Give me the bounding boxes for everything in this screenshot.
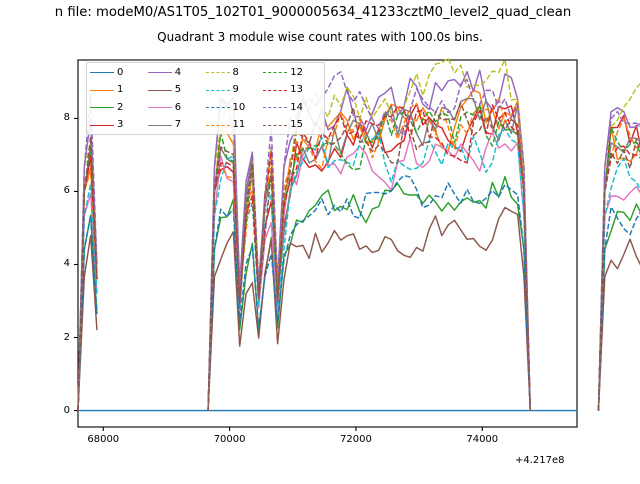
- legend-swatch-14: [263, 107, 288, 109]
- series-line-6: [77, 131, 640, 411]
- x-axis-offset-text: +4.217e8: [515, 455, 565, 466]
- legend-label-8: 8: [232, 66, 239, 78]
- legend-item-8[interactable]: 8: [205, 64, 264, 82]
- legend-item-3[interactable]: 3: [90, 117, 148, 135]
- legend-swatch-6: [147, 107, 172, 109]
- y-tick-label: 4: [63, 258, 70, 270]
- series-line-1: [77, 89, 640, 411]
- legend-item-13[interactable]: 13: [263, 82, 321, 100]
- legend-item-2[interactable]: 2: [90, 99, 148, 117]
- legend-item-9[interactable]: 9: [205, 82, 264, 100]
- legend-item-4[interactable]: 4: [147, 64, 206, 82]
- legend-label-11: 11: [232, 119, 246, 131]
- legend-label-7: 7: [174, 119, 182, 131]
- legend-item-11[interactable]: 11: [205, 117, 264, 135]
- series-line-2: [77, 175, 640, 411]
- legend-label-14: 14: [290, 101, 303, 113]
- legend-swatch-7: [147, 124, 172, 126]
- legend-swatch-12: [263, 72, 288, 74]
- legend-item-6[interactable]: 6: [147, 99, 206, 117]
- y-tick-label: 0: [63, 404, 70, 416]
- legend-swatch-13: [263, 89, 288, 91]
- legend-swatch-15: [263, 124, 288, 126]
- legend[interactable]: 0 4 8 12 1 5 9 13 2 6 10 14 3 7 11 15: [86, 62, 325, 135]
- y-tick-label: 6: [63, 185, 70, 197]
- legend-item-15[interactable]: 15: [263, 117, 321, 135]
- series-line-5: [77, 206, 640, 411]
- figure-suptitle: n file: modeM0/AS1T05_102T01_9000005634_…: [54, 5, 572, 20]
- legend-swatch-2: [90, 107, 114, 109]
- legend-item-1[interactable]: 1: [90, 82, 148, 100]
- legend-swatch-1: [90, 89, 114, 91]
- series-line-10: [77, 174, 640, 411]
- legend-swatch-0: [90, 72, 114, 74]
- x-tick-label: 74000: [466, 434, 499, 445]
- legend-label-1: 1: [117, 84, 124, 96]
- x-tick-label: 70000: [213, 434, 246, 445]
- legend-swatch-10: [205, 107, 230, 109]
- legend-swatch-8: [205, 72, 230, 74]
- legend-swatch-4: [147, 72, 172, 74]
- legend-frame: [86, 62, 325, 135]
- legend-label-9: 9: [232, 84, 239, 96]
- series-line-11: [77, 96, 640, 411]
- legend-label-15: 15: [290, 119, 303, 131]
- legend-item-5[interactable]: 5: [147, 82, 206, 100]
- legend-label-13: 13: [290, 84, 303, 96]
- legend-label-0: 0: [117, 66, 124, 78]
- legend-swatch-3: [90, 124, 114, 126]
- series-line-9: [77, 128, 640, 411]
- legend-label-2: 2: [117, 101, 124, 113]
- legend-label-4: 4: [174, 66, 182, 78]
- legend-item-10[interactable]: 10: [205, 99, 264, 117]
- legend-swatch-5: [147, 89, 172, 91]
- legend-label-5: 5: [174, 84, 182, 96]
- legend-swatch-9: [205, 89, 230, 91]
- legend-item-0[interactable]: 0: [90, 64, 148, 82]
- series-line-3: [77, 103, 640, 411]
- y-tick-label: 8: [63, 112, 70, 124]
- axes-frame: [77, 59, 578, 428]
- legend-item-7[interactable]: 7: [147, 117, 206, 135]
- legend-item-14[interactable]: 14: [263, 99, 321, 117]
- legend-label-12: 12: [290, 66, 303, 78]
- series-line-12: [77, 104, 640, 411]
- legend-label-6: 6: [174, 101, 182, 113]
- series-line-13: [77, 104, 640, 411]
- legend-item-12[interactable]: 12: [263, 64, 321, 82]
- axes-title: Quadrant 3 module wise count rates with …: [157, 30, 483, 44]
- y-tick-label: 2: [63, 331, 70, 343]
- x-tick-label: 72000: [340, 434, 372, 445]
- legend-label-3: 3: [117, 119, 124, 131]
- x-tick-label: 68000: [87, 434, 120, 445]
- legend-label-10: 10: [232, 101, 246, 113]
- series-line-15: [77, 102, 640, 411]
- legend-swatch-11: [205, 124, 230, 126]
